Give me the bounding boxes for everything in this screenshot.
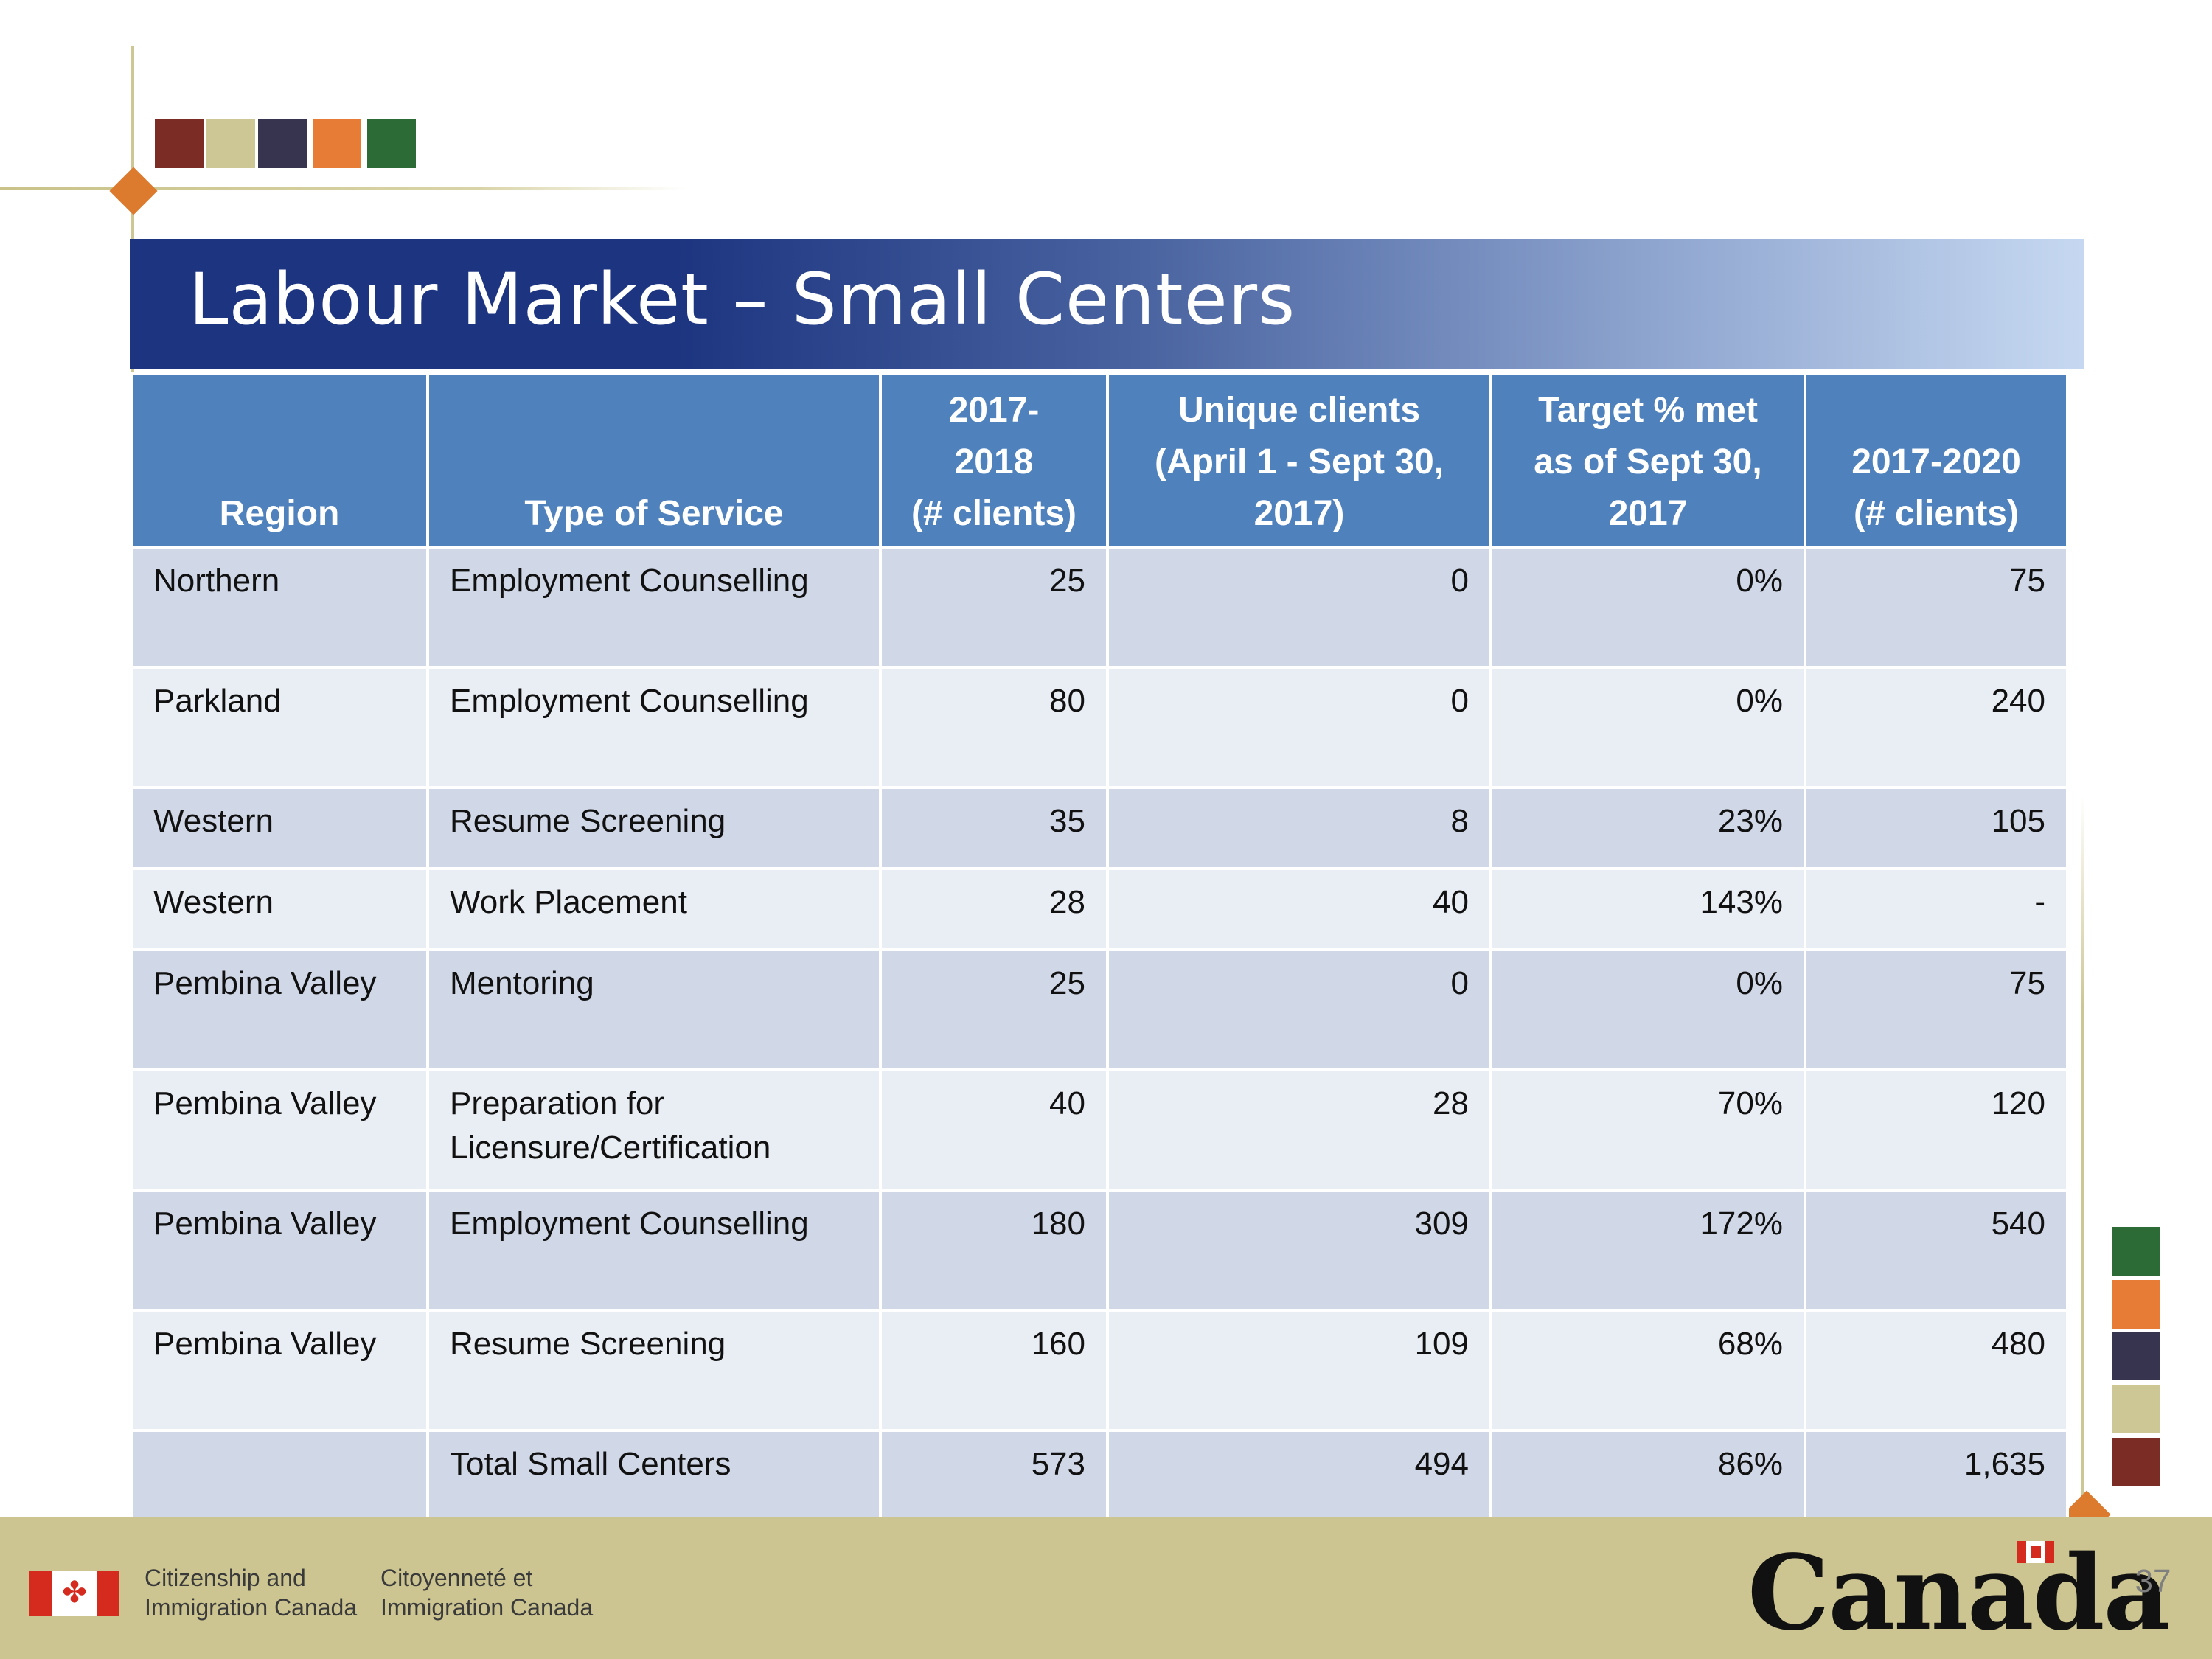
table-row: Northern Employment Counselling 25 0 0% … xyxy=(130,546,2069,669)
cell-clients-2017-2020: 75 xyxy=(1804,546,2069,669)
table-row: Pembina Valley Mentoring 25 0 0% 75 xyxy=(130,948,2069,1071)
header-target-met: Target % met as of Sept 30, 2017 xyxy=(1489,372,1806,549)
cell-service: Preparation for Licensure/Certification xyxy=(426,1068,882,1192)
page-number: 37 xyxy=(2135,1563,2171,1599)
cell-target-met: 23% xyxy=(1489,786,1806,870)
table-row: Pembina Valley Preparation for Licensure/… xyxy=(130,1068,2069,1192)
cell-unique-clients: 0 xyxy=(1106,546,1492,669)
cell-unique-clients: 494 xyxy=(1106,1429,1492,1535)
color-square xyxy=(2112,1438,2160,1486)
cell-service: Resume Screening xyxy=(426,1309,882,1432)
cell-target-met: 172% xyxy=(1489,1189,1806,1312)
cell-clients-2017-2020: 480 xyxy=(1804,1309,2069,1432)
cell-clients-2017-2020: - xyxy=(1804,867,2069,951)
cell-region: Northern xyxy=(130,546,429,669)
labour-market-table: Region Type of Service 2017- 2018 (# cli… xyxy=(130,372,2069,1535)
cell-clients-2017-2018: 25 xyxy=(879,948,1109,1071)
cell-service: Employment Counselling xyxy=(426,1189,882,1312)
cell-unique-clients: 40 xyxy=(1106,867,1492,951)
table-row: Parkland Employment Counselling 80 0 0% … xyxy=(130,666,2069,789)
cell-unique-clients: 28 xyxy=(1106,1068,1492,1192)
footer-band: ✤ Citizenship and Immigration Canada Cit… xyxy=(0,1517,2212,1659)
cell-service: Work Placement xyxy=(426,867,882,951)
cell-region: Parkland xyxy=(130,666,429,789)
table-row: Western Work Placement 28 40 143% - xyxy=(130,867,2069,951)
color-square xyxy=(367,119,416,168)
cell-service: Employment Counselling xyxy=(426,666,882,789)
canada-wordmark: Canada xyxy=(1747,1533,2170,1654)
header-region: Region xyxy=(130,372,429,549)
cell-clients-2017-2018: 35 xyxy=(879,786,1109,870)
frame-line-top xyxy=(0,187,686,190)
cell-clients-2017-2018: 25 xyxy=(879,546,1109,669)
cell-region: Pembina Valley xyxy=(130,1068,429,1192)
cell-target-met: 68% xyxy=(1489,1309,1806,1432)
cell-target-met: 0% xyxy=(1489,546,1806,669)
cell-region: Pembina Valley xyxy=(130,948,429,1071)
cell-clients-2017-2020: 240 xyxy=(1804,666,2069,789)
color-square xyxy=(2112,1227,2160,1276)
cell-region: Western xyxy=(130,867,429,951)
table-header-row: Region Type of Service 2017- 2018 (# cli… xyxy=(130,372,2069,549)
cell-unique-clients: 309 xyxy=(1106,1189,1492,1312)
color-square xyxy=(313,119,361,168)
canada-flag-icon: ✤ xyxy=(29,1571,119,1616)
cell-region: Pembina Valley xyxy=(130,1189,429,1312)
color-square xyxy=(2112,1385,2160,1433)
cell-unique-clients: 8 xyxy=(1106,786,1492,870)
header-unique-clients: Unique clients (April 1 - Sept 30, 2017) xyxy=(1106,372,1492,549)
cell-target-met: 143% xyxy=(1489,867,1806,951)
diamond-ornament-top-left xyxy=(109,167,158,215)
cell-unique-clients: 0 xyxy=(1106,666,1492,789)
color-square xyxy=(2112,1332,2160,1380)
title-bar: Labour Market – Small Centers xyxy=(130,239,2084,369)
frame-line-right xyxy=(2081,796,2084,1497)
cell-clients-2017-2018: 80 xyxy=(879,666,1109,789)
department-name-english: Citizenship and Immigration Canada xyxy=(145,1565,358,1621)
wordmark-flag-icon xyxy=(2017,1541,2054,1563)
cell-region: Pembina Valley xyxy=(130,1309,429,1432)
cell-clients-2017-2018: 28 xyxy=(879,867,1109,951)
table-row: Pembina Valley Resume Screening 160 109 … xyxy=(130,1309,2069,1432)
color-square xyxy=(155,119,204,168)
department-name-french: Citoyenneté et Immigration Canada xyxy=(380,1565,594,1621)
color-square xyxy=(2112,1280,2160,1329)
maple-leaf-icon: ✤ xyxy=(62,1576,87,1609)
slide-title: Labour Market – Small Centers xyxy=(189,258,1296,341)
cell-unique-clients: 0 xyxy=(1106,948,1492,1071)
cell-service: Mentoring xyxy=(426,948,882,1071)
cell-clients-2017-2020: 120 xyxy=(1804,1068,2069,1192)
cell-target-met: 0% xyxy=(1489,666,1806,789)
cell-clients-2017-2020: 105 xyxy=(1804,786,2069,870)
cell-service: Employment Counselling xyxy=(426,546,882,669)
cell-clients-2017-2020: 75 xyxy=(1804,948,2069,1071)
header-type-of-service: Type of Service xyxy=(426,372,882,549)
cell-target-met: 0% xyxy=(1489,948,1806,1071)
cell-unique-clients: 109 xyxy=(1106,1309,1492,1432)
header-clients-2017-2018: 2017- 2018 (# clients) xyxy=(879,372,1109,549)
cell-clients-2017-2018: 160 xyxy=(879,1309,1109,1432)
cell-region: Western xyxy=(130,786,429,870)
cell-service: Resume Screening xyxy=(426,786,882,870)
color-square xyxy=(258,119,307,168)
cell-clients-2017-2020: 540 xyxy=(1804,1189,2069,1312)
table-row: Western Resume Screening 35 8 23% 105 xyxy=(130,786,2069,870)
table-row: Pembina Valley Employment Counselling 18… xyxy=(130,1189,2069,1312)
cell-clients-2017-2018: 40 xyxy=(879,1068,1109,1192)
color-square xyxy=(206,119,255,168)
cell-target-met: 70% xyxy=(1489,1068,1806,1192)
header-clients-2017-2020: 2017-2020 (# clients) xyxy=(1804,372,2069,549)
cell-clients-2017-2018: 180 xyxy=(879,1189,1109,1312)
